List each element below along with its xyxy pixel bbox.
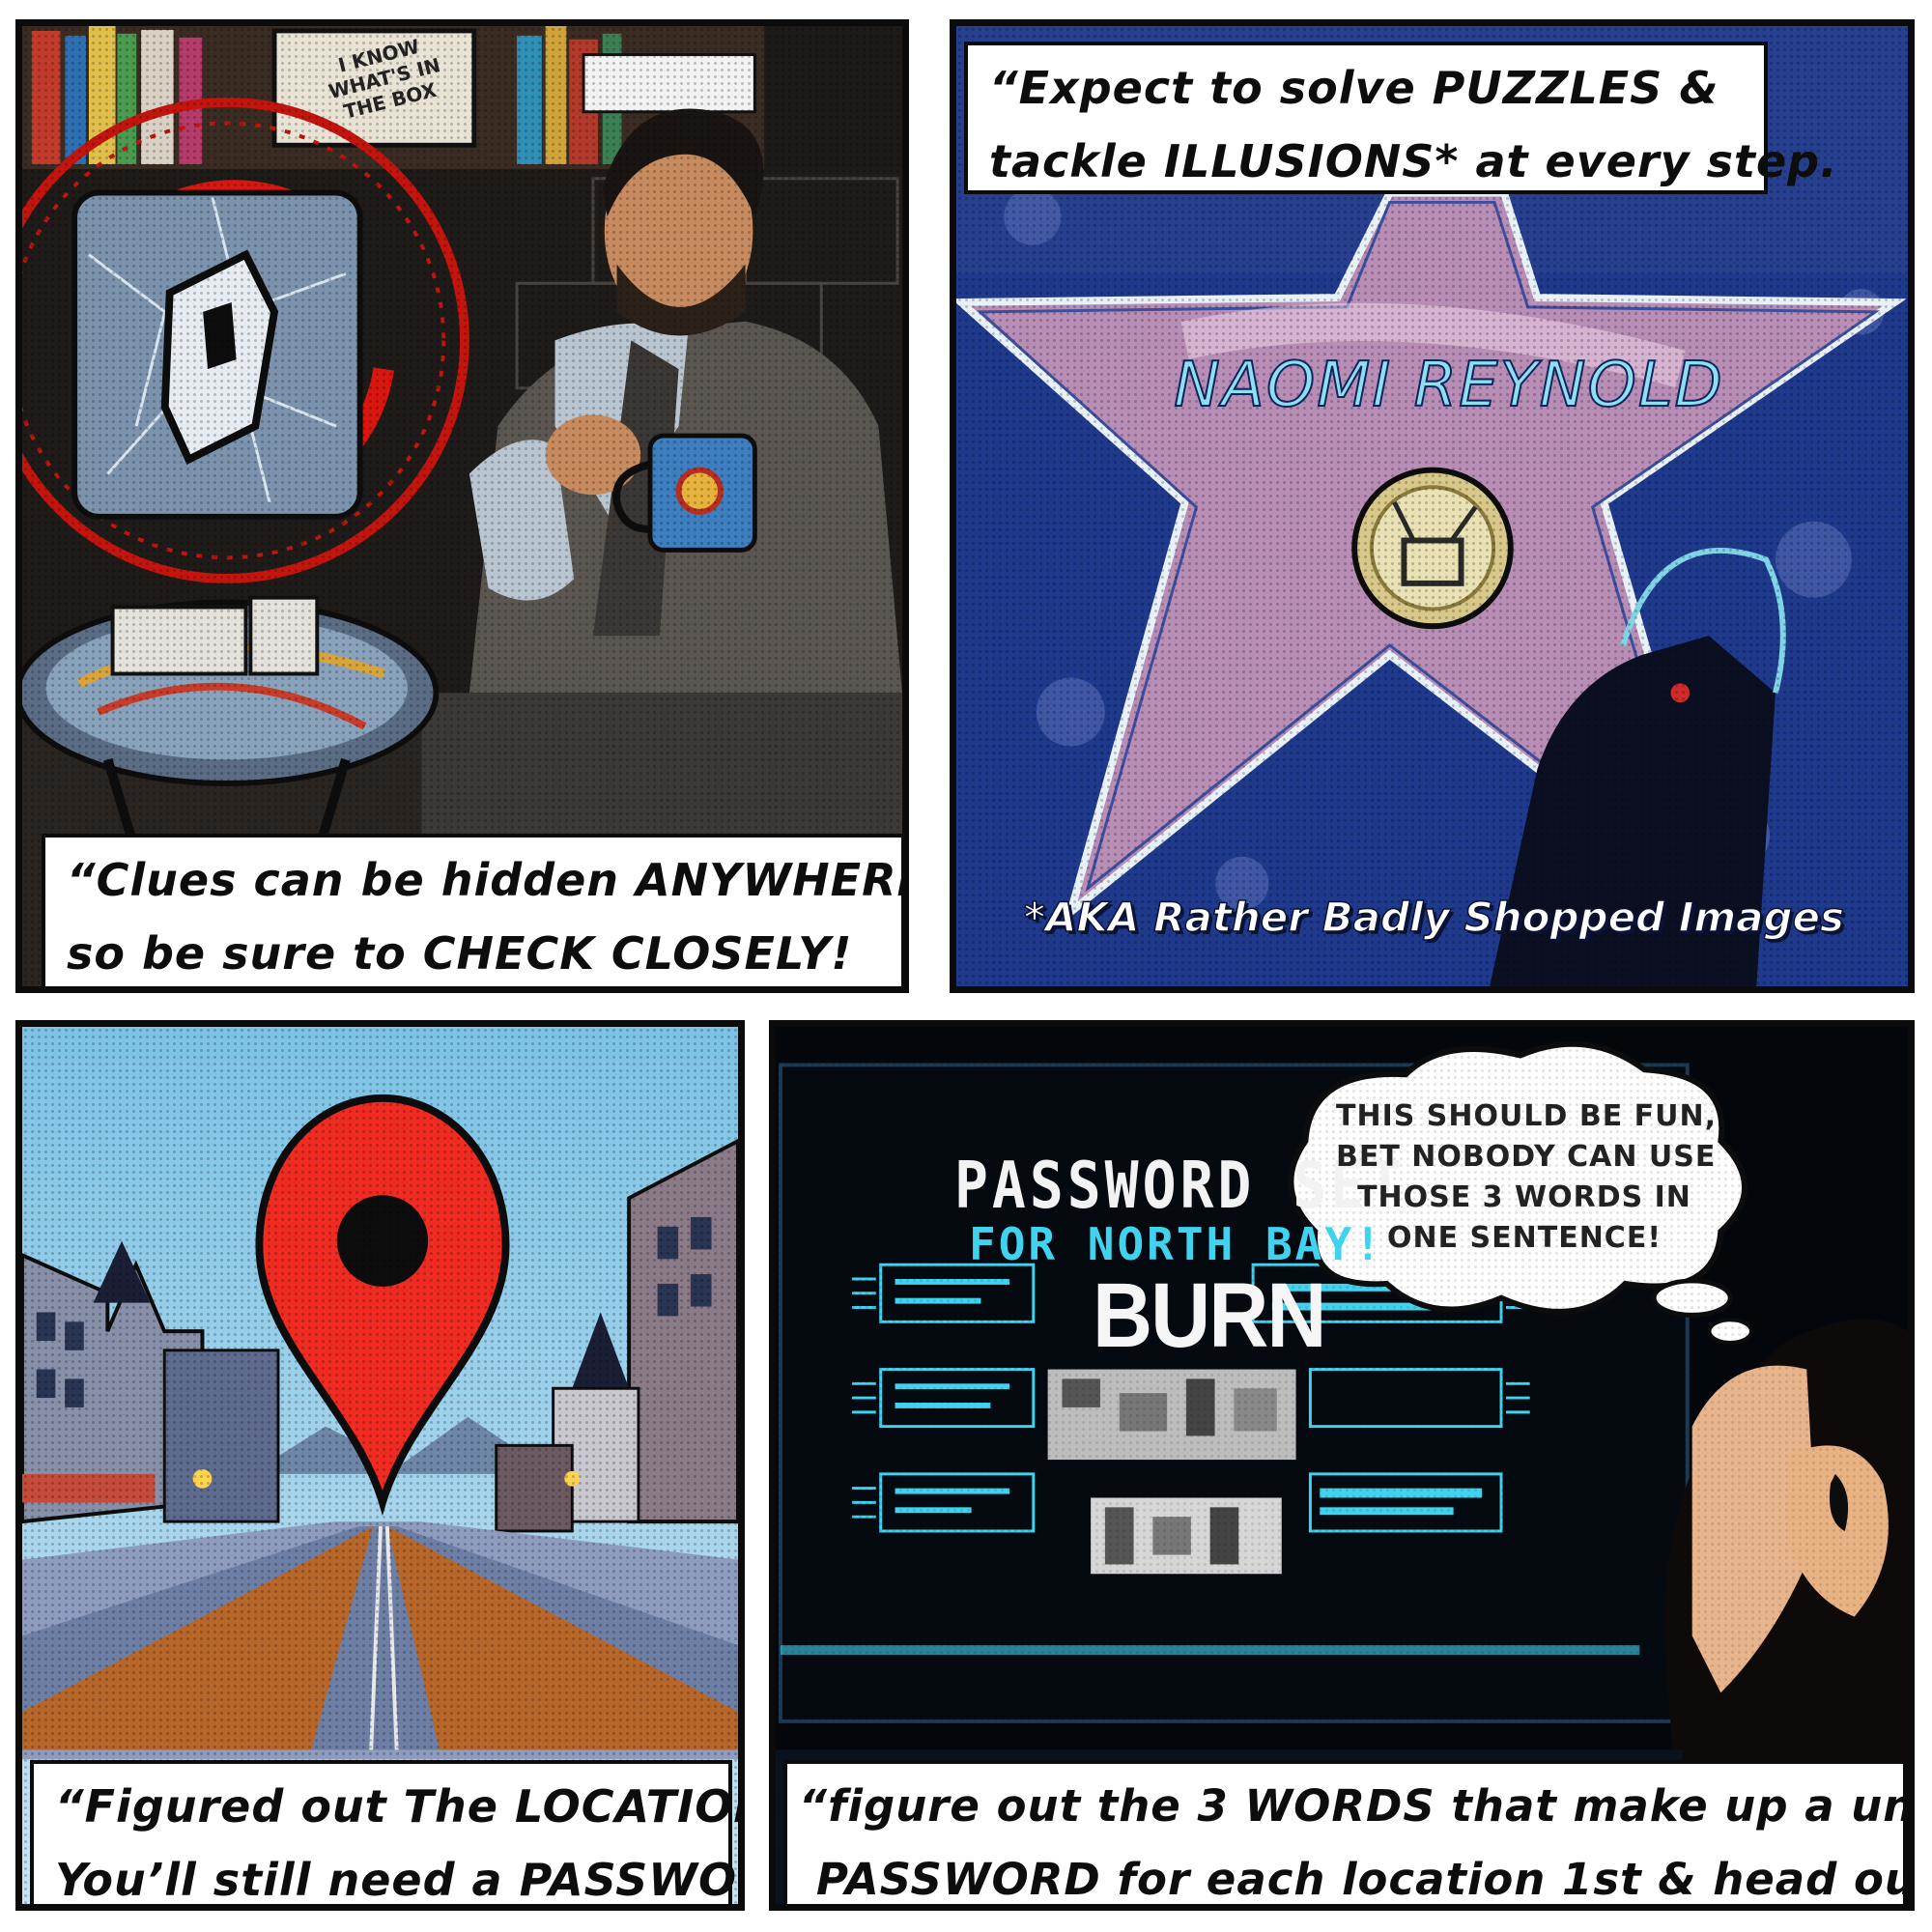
- caption-password: “figure out the 3 WORDS that make up a u…: [783, 1760, 1915, 1905]
- tv-emblem-icon: [1351, 467, 1514, 630]
- target-reticle-icon: [22, 98, 469, 583]
- thought-bubble: [1288, 1040, 1753, 1345]
- caption-line: “Clues can be hidden ANYWHERE: [67, 854, 909, 906]
- screen-word: BURN: [1093, 1264, 1326, 1367]
- panel-clues-art: [22, 26, 902, 986]
- pixelated-word: [1091, 1497, 1282, 1575]
- coffee-mug-icon: [612, 433, 757, 553]
- caption-puzzles: “Expect to solve PUZZLES & tackle ILLUSI…: [964, 42, 1837, 194]
- caption-location: “Figured out The LOCATION? You’ll still …: [30, 1760, 745, 1906]
- star-name: NAOMI REYNOLD: [1173, 349, 1724, 422]
- thought-text: THIS SHOULD BE FUN, BET NOBODY CAN USE T…: [1336, 1096, 1717, 1259]
- caption-line: You’ll still need a PASSWORD: [55, 1854, 745, 1906]
- caption-line: so be sure to CHECK CLOSELY!: [67, 927, 853, 980]
- panel-puzzles: NAOMI REYNOLD “Expect to solve PUZZLES &…: [950, 19, 1915, 993]
- caption-line: PASSWORD for each location 1st & head ou…: [816, 1854, 1915, 1905]
- thought-line: THOSE 3 WORDS IN: [1357, 1180, 1691, 1214]
- panel-password: PASSWORD SET FOR NORTH BAY! BURN THIS SH…: [769, 1020, 1915, 1911]
- map-pin-icon: [255, 1094, 510, 1517]
- caption-line: “figure out the 3 WORDS that make up a u…: [799, 1780, 1915, 1832]
- panel-clues: I KNOW WHAT'S IN THE BOX “Clues can be h…: [15, 19, 909, 993]
- panel-location-art: [22, 1027, 738, 1904]
- thought-line: BET NOBODY CAN USE: [1336, 1140, 1717, 1174]
- thought-line: ONE SENTENCE!: [1386, 1221, 1662, 1255]
- caption-line: “Expect to solve PUZZLES &: [989, 62, 1719, 114]
- caption-line: tackle ILLUSIONS* at every step.: [989, 135, 1838, 187]
- panel-password-art: [776, 1027, 1908, 1904]
- pixelated-word: [1047, 1369, 1296, 1461]
- screen-subtitle: FOR NORTH BAY!: [969, 1218, 1384, 1270]
- footnote: *AKA Rather Badly Shopped Images: [1023, 893, 1845, 942]
- panel-location: “Figured out The LOCATION? You’ll still …: [15, 1020, 745, 1911]
- caption-clues: “Clues can be hidden ANYWHERE so be sure…: [42, 834, 909, 986]
- panel-puzzles-art: [956, 26, 1908, 986]
- thought-line: THIS SHOULD BE FUN,: [1336, 1099, 1717, 1133]
- screen-title: PASSWORD SET: [954, 1147, 1406, 1224]
- caption-line: “Figured out The LOCATION?: [55, 1780, 745, 1833]
